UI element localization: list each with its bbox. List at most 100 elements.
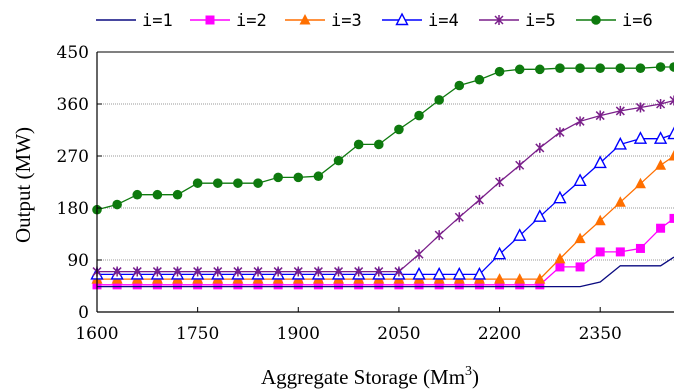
legend-item-i6-label: i=6: [622, 11, 653, 31]
y-tick-labels: 0 90 180 270 360 450: [57, 43, 89, 323]
y-tick-label-270: 270: [57, 147, 89, 167]
series-i6-point: [192, 178, 203, 188]
series-i2-point: [173, 280, 183, 290]
series-i6-point: [454, 80, 465, 91]
series-i6-line: [96, 66, 674, 211]
series-i4-point: [553, 190, 567, 204]
series-i6-point: [333, 155, 344, 166]
series-i2-point: [213, 280, 223, 290]
legend-item-i2: i=2: [190, 11, 267, 31]
series-i2-point: [454, 280, 464, 290]
series-i2-point: [595, 247, 605, 257]
series-i3-point: [554, 252, 566, 264]
series-i3-point: [494, 273, 506, 284]
series-i6-point: [414, 110, 424, 121]
series-i4-point: [653, 131, 668, 144]
y-axis-label: Output (MW): [11, 127, 35, 243]
series-i5-point: [495, 177, 505, 187]
series-i5-point: [213, 266, 223, 277]
series-i6-point: [669, 62, 674, 72]
x-axis-label-main: Aggregate Storage (Mm: [261, 365, 465, 389]
series-i6-point: [293, 172, 304, 183]
x-tick-labels: 1600 1750 1900 2050 2200 2350: [75, 324, 621, 344]
series-i2-point: [354, 280, 364, 290]
series-i6-point: [434, 95, 444, 105]
series-i2-point: [515, 280, 525, 290]
series-i5-point: [615, 105, 625, 116]
x-tick-label-2200: 2200: [478, 324, 521, 344]
legend-item-i4-label: i=4: [428, 11, 459, 31]
series-i4-point: [593, 155, 607, 169]
series-i1: [97, 256, 674, 288]
legend-item-i6-marker: [591, 15, 601, 25]
series-i2-point: [293, 280, 303, 290]
series-i5-point: [454, 212, 464, 223]
series-i4-point: [633, 131, 648, 144]
series-i3: [91, 150, 674, 284]
series-i2-point: [414, 280, 424, 290]
axes: [96, 51, 674, 313]
legend-item-i3-marker: [299, 14, 311, 25]
series-i5-point: [172, 266, 183, 277]
series-i6-point: [514, 64, 525, 75]
series-i2-point: [434, 280, 444, 290]
series-i5-point: [535, 142, 545, 153]
series-i5-point: [635, 102, 645, 113]
series-i6-point: [273, 172, 283, 183]
x-tick-label-1600: 1600: [75, 324, 118, 344]
legend-item-i3-label: i=3: [331, 11, 362, 31]
series-i4-point: [533, 209, 547, 222]
series-i5-point: [394, 266, 404, 277]
series-i2-point: [535, 280, 545, 290]
series-i5-point: [575, 116, 585, 127]
series-i5-point: [595, 110, 605, 121]
legend-item-i6: i=6: [576, 11, 653, 31]
series-i3-point: [655, 159, 667, 170]
series-i5-point: [132, 266, 142, 277]
series-i6-point: [494, 66, 505, 77]
series-i4-point: [492, 246, 507, 260]
series-i4-point: [432, 266, 446, 280]
series-i2-point: [555, 262, 565, 272]
series-i4-point: [452, 266, 466, 280]
y-tick-label-90: 90: [67, 251, 89, 271]
series-i2-point: [374, 280, 384, 290]
x-tick-label-2350: 2350: [579, 324, 622, 344]
series-i5-point: [233, 266, 243, 277]
series-i5-point: [334, 266, 344, 277]
y-tick-label-360: 360: [57, 95, 89, 115]
x-tick-label-1900: 1900: [277, 324, 320, 344]
series-i6-point: [233, 178, 243, 188]
series-i3-point: [634, 177, 646, 189]
series-i2-point: [394, 280, 404, 290]
series-i5-point: [273, 266, 283, 277]
legend-item-i4-marker: [395, 12, 409, 26]
series-i6-point: [132, 189, 143, 200]
series-i5-point: [313, 266, 323, 277]
series-i4-point: [412, 266, 426, 280]
series-i2-point: [273, 280, 283, 290]
legend-item-i4: i=4: [382, 11, 459, 31]
series-i3-point: [534, 273, 546, 284]
series-i5-point: [193, 266, 203, 277]
series-i2-point: [334, 280, 344, 290]
legend-item-i5-marker: [494, 15, 504, 25]
series-i4: [90, 126, 674, 280]
x-axis-label-superscript: 3: [465, 364, 472, 379]
series-i3-point: [514, 273, 526, 284]
series-i5-line: [97, 99, 674, 273]
series-i2-point: [112, 280, 122, 290]
legend-item-i2-label: i=2: [236, 11, 267, 31]
series-i5-point: [354, 266, 364, 277]
series-i4-point: [472, 266, 487, 280]
series-i6-point: [394, 124, 404, 135]
series-i5-point: [414, 249, 424, 260]
series-i1-line: [97, 256, 674, 288]
x-axis-label: Aggregate Storage (Mm3): [261, 364, 479, 389]
legend-item-i5-label: i=5: [525, 11, 556, 31]
series-i5-point: [434, 230, 444, 241]
legend: i=1 i=2 i=3 i=4 i=5 i=6: [96, 11, 653, 31]
series-i3-point: [574, 232, 586, 244]
series-i5-point: [669, 95, 674, 106]
